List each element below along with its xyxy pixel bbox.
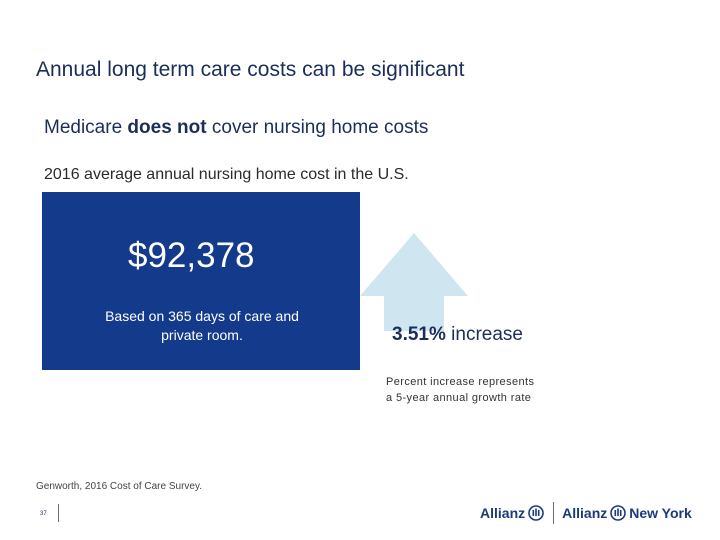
allianz-eagle-icon [528, 505, 544, 521]
slide-title: Annual long term care costs can be signi… [36, 58, 465, 81]
subtitle-emphasis: does not [127, 117, 207, 138]
increase-arrow-shape [360, 233, 468, 331]
logo-divider [553, 502, 555, 524]
page-number: 37 [40, 511, 47, 517]
subtitle: Medicare does not cover nursing home cos… [44, 117, 428, 139]
cost-box: $92,378 Based on 365 days of care and pr… [42, 192, 360, 370]
allianz-ny-brand: Allianz [562, 505, 608, 521]
subtitle-post: cover nursing home costs [206, 117, 429, 138]
source-citation: Genworth, 2016 Cost of Care Survey. [36, 481, 203, 492]
cost-note: Based on 365 days of care and private ro… [105, 308, 299, 343]
increase-arrow-icon [360, 233, 468, 331]
cost-value: $92,378 [128, 236, 255, 275]
allianz-ny-region: New York [629, 505, 692, 521]
footer-logos: Allianz Allianz New York [480, 502, 692, 524]
increase-label: increase [445, 324, 523, 345]
allianz-logo-text: Allianz [480, 505, 526, 521]
allianz-eagle-icon [610, 505, 627, 521]
subtitle-pre: Medicare [44, 117, 128, 138]
increase-percent: 3.51% [392, 324, 446, 345]
increase-text: 3.51% increase [392, 324, 523, 346]
increase-note: Percent increase represents a 5-year ann… [386, 376, 535, 404]
page-divider [58, 504, 59, 522]
cost-caption: 2016 average annual nursing home cost in… [44, 166, 409, 183]
